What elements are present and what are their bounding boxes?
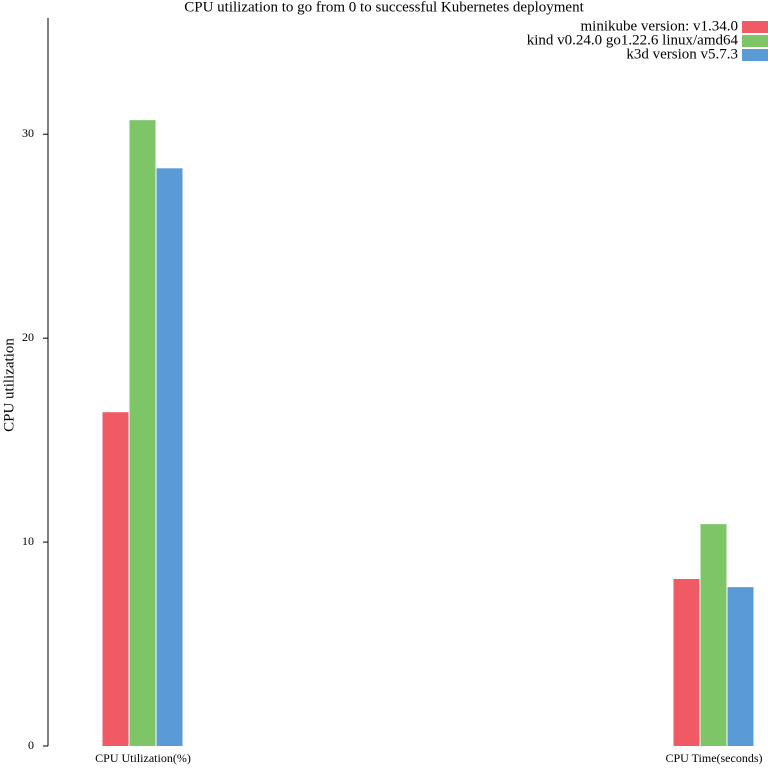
bar — [156, 168, 183, 747]
bar — [129, 120, 156, 747]
legend-label: k3d version v5.7.3 — [626, 46, 738, 62]
bar — [673, 578, 700, 746]
legend-swatch — [742, 35, 768, 47]
legend-label: minikube version: v1.34.0 — [581, 18, 739, 34]
bar — [700, 524, 727, 746]
legend-swatch — [742, 21, 768, 33]
y-tick-label: 20 — [22, 330, 34, 344]
x-tick-label: CPU Time(seconds) — [665, 751, 762, 765]
legend-label: kind v0.24.0 go1.22.6 linux/amd64 — [527, 32, 739, 48]
bar — [102, 412, 129, 746]
y-tick-label: 10 — [22, 534, 34, 548]
y-tick-label: 0 — [28, 738, 34, 752]
legend-swatch — [742, 49, 768, 61]
x-tick-label: CPU Utilization(%) — [95, 751, 191, 765]
chart-title: CPU utilization to go from 0 to successf… — [184, 0, 584, 15]
y-tick-label: 30 — [22, 126, 34, 140]
bar — [727, 587, 754, 746]
y-axis-label: CPU utilization — [1, 338, 17, 432]
